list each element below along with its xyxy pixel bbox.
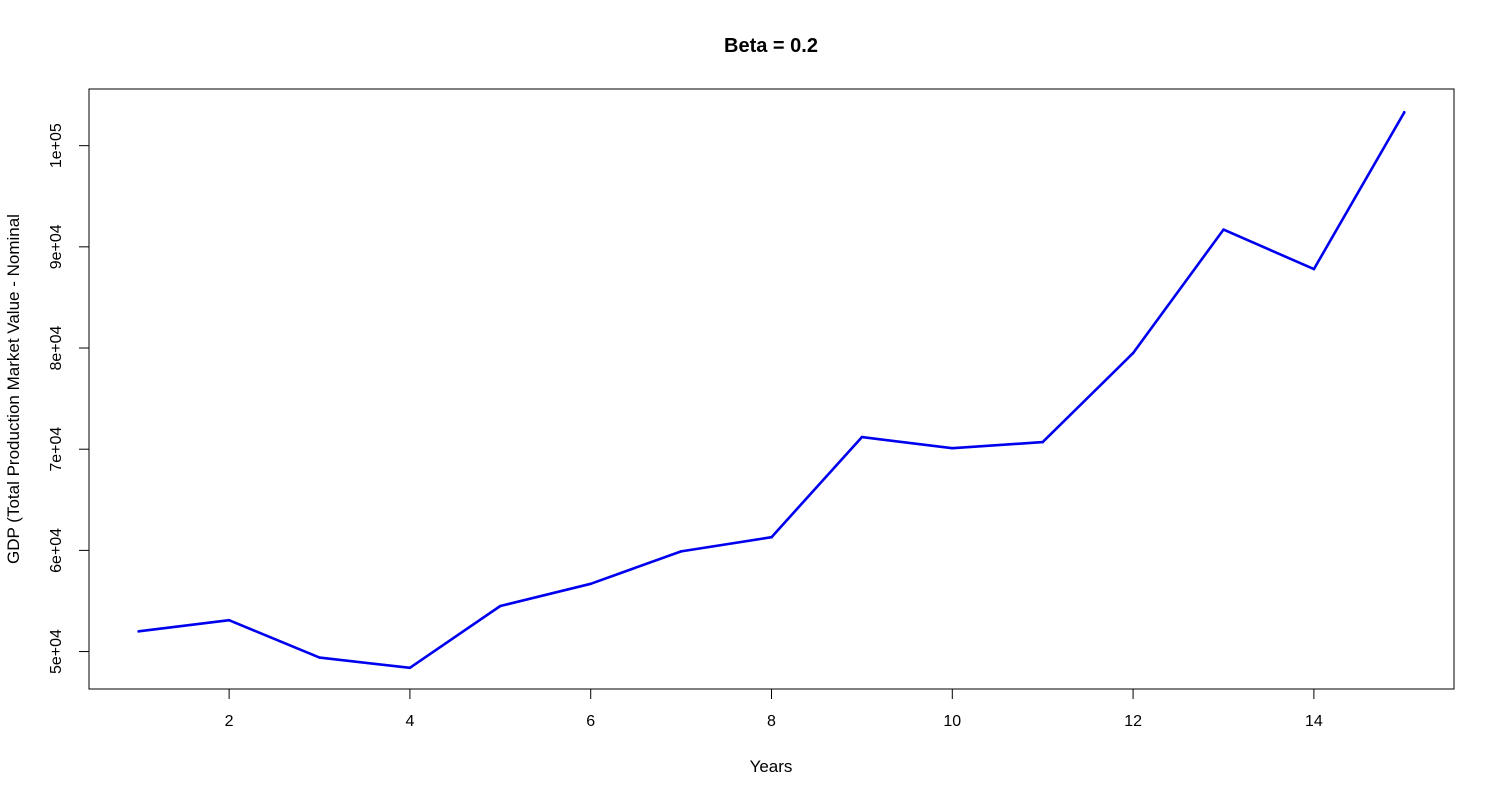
data-point [137,630,141,633]
data-point [1222,228,1225,231]
data-point [1402,110,1406,114]
series-line [137,111,1406,670]
x-tick-label: 8 [767,713,776,730]
data-point [950,446,954,450]
x-tick-label: 6 [586,713,595,730]
chart-title: Beta = 0.2 [724,35,818,57]
y-axis-label: GDP (Total Production Market Value - Nom… [4,214,23,564]
y-tick-label: 7e+04 [48,427,65,472]
x-axis: 2 4 6 8 10 12 14 [225,688,1323,730]
y-tick-label: 9e+04 [48,224,65,269]
data-point [770,535,773,539]
data-point [408,666,412,670]
data-point [227,618,231,622]
x-tick-label: 14 [1305,713,1323,730]
x-tick-label: 12 [1124,713,1142,730]
y-axis: 5e+04 6e+04 7e+04 8e+04 9e+04 1e+05 [48,123,90,674]
data-point [860,435,864,439]
y-tick-label: 1e+05 [48,123,65,168]
data-point [499,604,502,608]
data-point [1041,440,1044,444]
data-point [318,656,321,659]
plot-area-border [88,88,1455,690]
data-point [589,582,593,586]
y-tick-label: 5e+04 [48,629,65,674]
x-tick-label: 4 [405,713,414,730]
x-tick-label: 10 [943,713,961,730]
data-point [679,550,683,553]
x-tick-label: 2 [225,713,234,730]
y-tick-label: 8e+04 [48,325,65,370]
data-point [1312,267,1316,271]
series-layer [137,110,1406,670]
x-axis-label: Years [750,757,793,776]
y-tick-label: 6e+04 [48,528,65,573]
data-point [1131,351,1135,355]
